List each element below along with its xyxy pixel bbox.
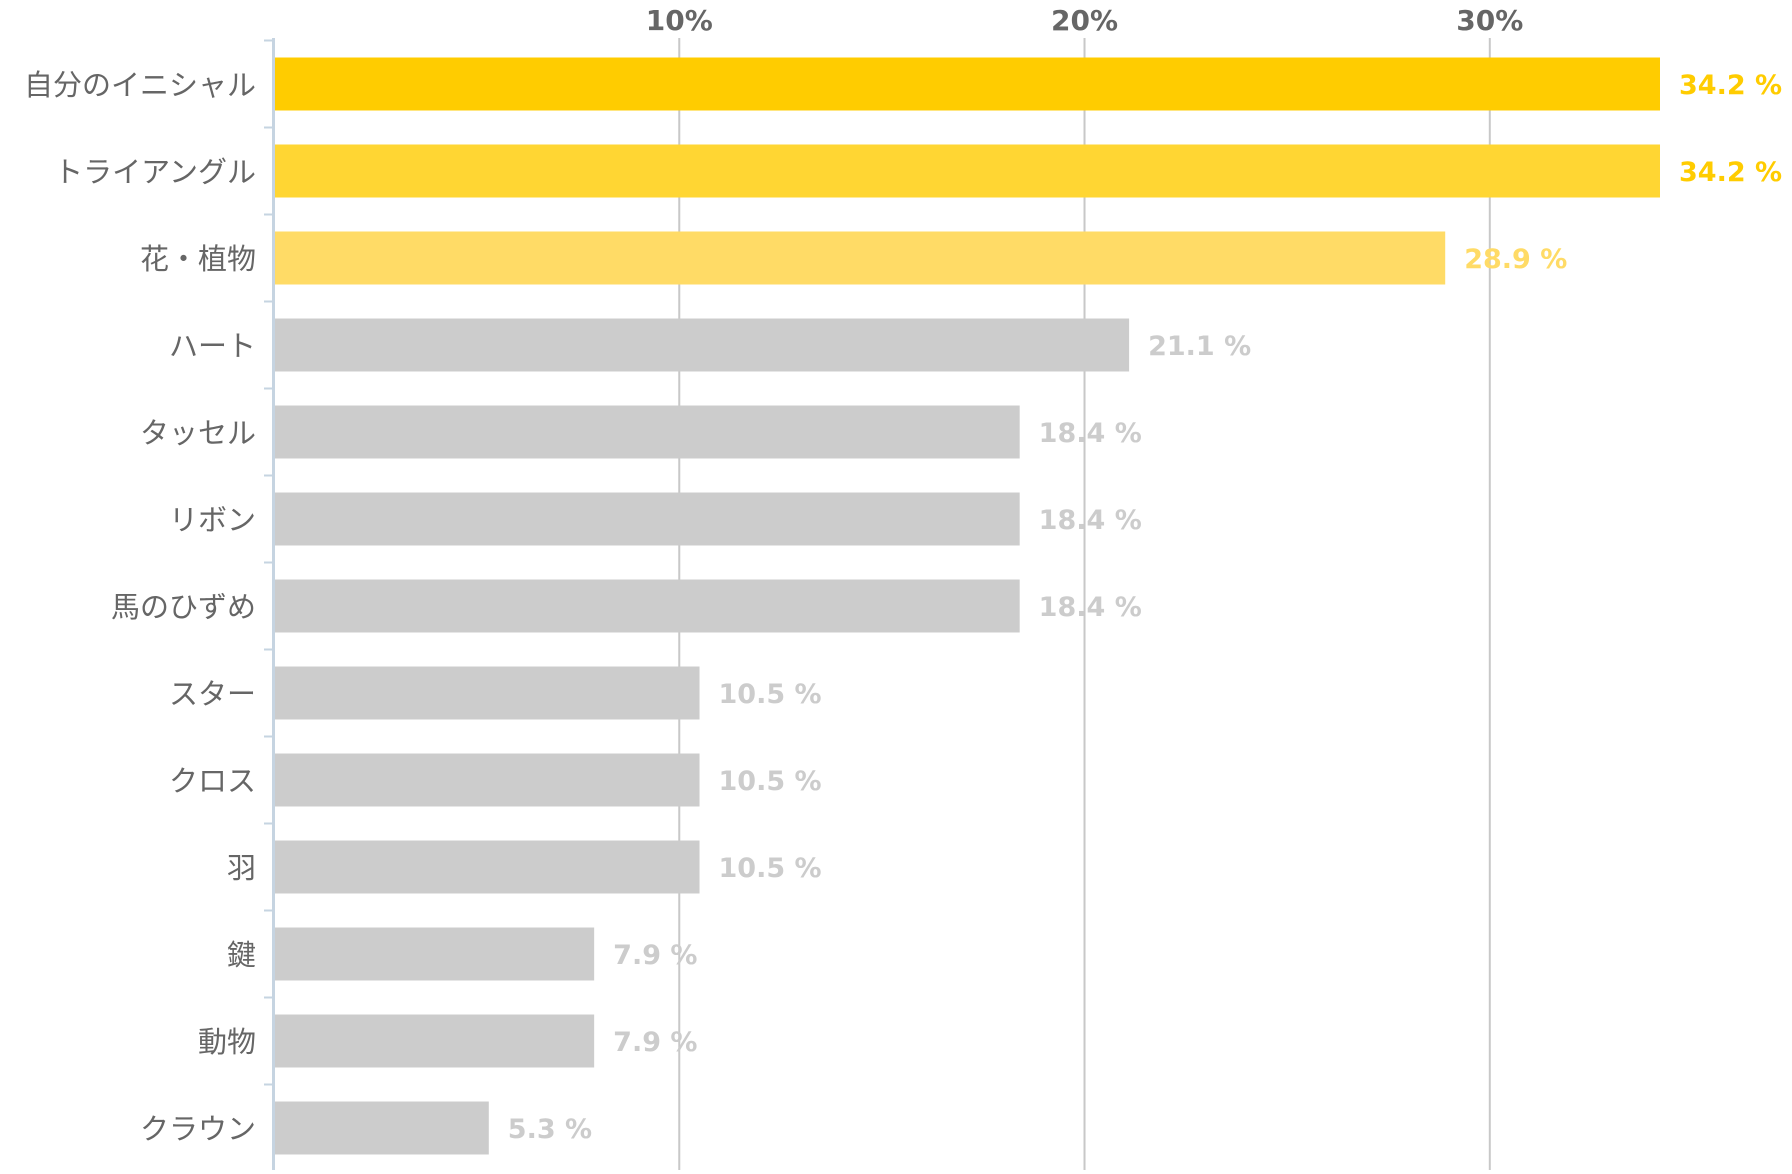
value-label: 7.9 % [613, 940, 697, 971]
value-label: 10.5 % [719, 766, 822, 797]
category-label: 花・植物 [140, 242, 256, 276]
category-label: 馬のひずめ [111, 590, 256, 624]
bar [274, 840, 700, 894]
bar [274, 231, 1446, 285]
bar [274, 753, 700, 807]
bar [274, 666, 700, 720]
value-label: 34.2 % [1679, 70, 1782, 101]
category-labels: 自分のイニシャルトライアングル花・植物ハートタッセルリボン馬のひずめスタークロス… [24, 68, 256, 1146]
value-label: 18.4 % [1039, 592, 1142, 623]
category-label: リボン [169, 503, 256, 537]
value-label: 18.4 % [1039, 418, 1142, 449]
bars [274, 57, 1660, 1155]
value-labels: 34.2 % 34.2 % 28.9 % 21.1 % 18.4 % 18.4 % 18.4… [508, 70, 1782, 1145]
category-label: スター [169, 677, 256, 711]
bar [274, 405, 1020, 459]
category-label: タッセル [140, 416, 256, 450]
y-axis [264, 38, 275, 1170]
category-label: 鍵 [227, 938, 256, 972]
category-label: 自分のイニシャル [24, 68, 256, 102]
value-label: 5.3 % [508, 1114, 592, 1145]
bar [274, 1014, 595, 1068]
category-label: 羽 [227, 851, 256, 885]
value-label: 10.5 % [719, 679, 822, 710]
category-label: ハート [169, 329, 256, 363]
bar [274, 1101, 489, 1155]
value-label: 21.1 % [1148, 331, 1251, 362]
x-tick-label: 10% [646, 4, 713, 37]
category-label: トライアングル [54, 155, 256, 189]
value-label: 18.4 % [1039, 505, 1142, 536]
value-label: 34.2 % [1679, 157, 1782, 188]
bar [274, 927, 595, 981]
category-label: クロス [169, 764, 256, 798]
value-label: 7.9 % [613, 1027, 697, 1058]
x-tick-labels: 10% 20% 30% [646, 4, 1524, 37]
x-tick-label: 20% [1051, 4, 1118, 37]
bar [274, 492, 1020, 546]
bar [274, 318, 1130, 372]
value-label: 28.9 % [1464, 244, 1567, 275]
bar [274, 579, 1020, 633]
x-tick-label: 30% [1456, 4, 1523, 37]
bar [274, 57, 1660, 111]
value-label: 10.5 % [719, 853, 822, 884]
category-label: 動物 [198, 1025, 256, 1059]
bar [274, 144, 1660, 198]
category-label: クラウン [140, 1112, 256, 1146]
